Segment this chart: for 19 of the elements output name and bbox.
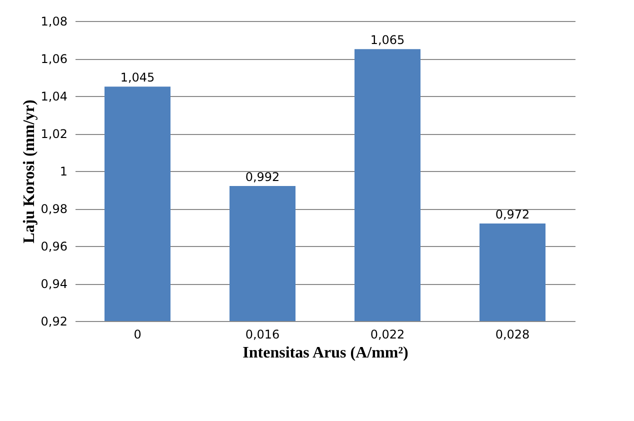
x-axis-title: Intensitas Arus (A/mm²): [242, 344, 408, 362]
y-tick-label: 1,02: [40, 127, 68, 141]
y-tick-label: 0,96: [40, 240, 68, 254]
x-tick-label: 0: [134, 328, 142, 342]
x-tick-label: 0,028: [495, 328, 530, 342]
data-label: 1,045: [120, 70, 155, 85]
data-label: 0,992: [245, 170, 280, 184]
y-tick-label: 1,06: [40, 52, 68, 66]
y-tick-label: 1,04: [40, 90, 68, 104]
data-label: 0,972: [495, 208, 530, 222]
y-tick-label: 1: [60, 164, 68, 178]
y-tick-label: 1,08: [40, 14, 68, 28]
x-tick-label: 0,016: [245, 328, 280, 342]
y-tick-label: 0,98: [40, 202, 68, 216]
y-tick-label: 0,94: [40, 277, 68, 291]
x-tick-label: 0,022: [370, 328, 405, 342]
y-tick-label: 0,92: [40, 314, 68, 328]
data-label: 1,065: [370, 33, 405, 48]
y-axis-title: Laju Korosi (mm/yr): [20, 100, 38, 244]
